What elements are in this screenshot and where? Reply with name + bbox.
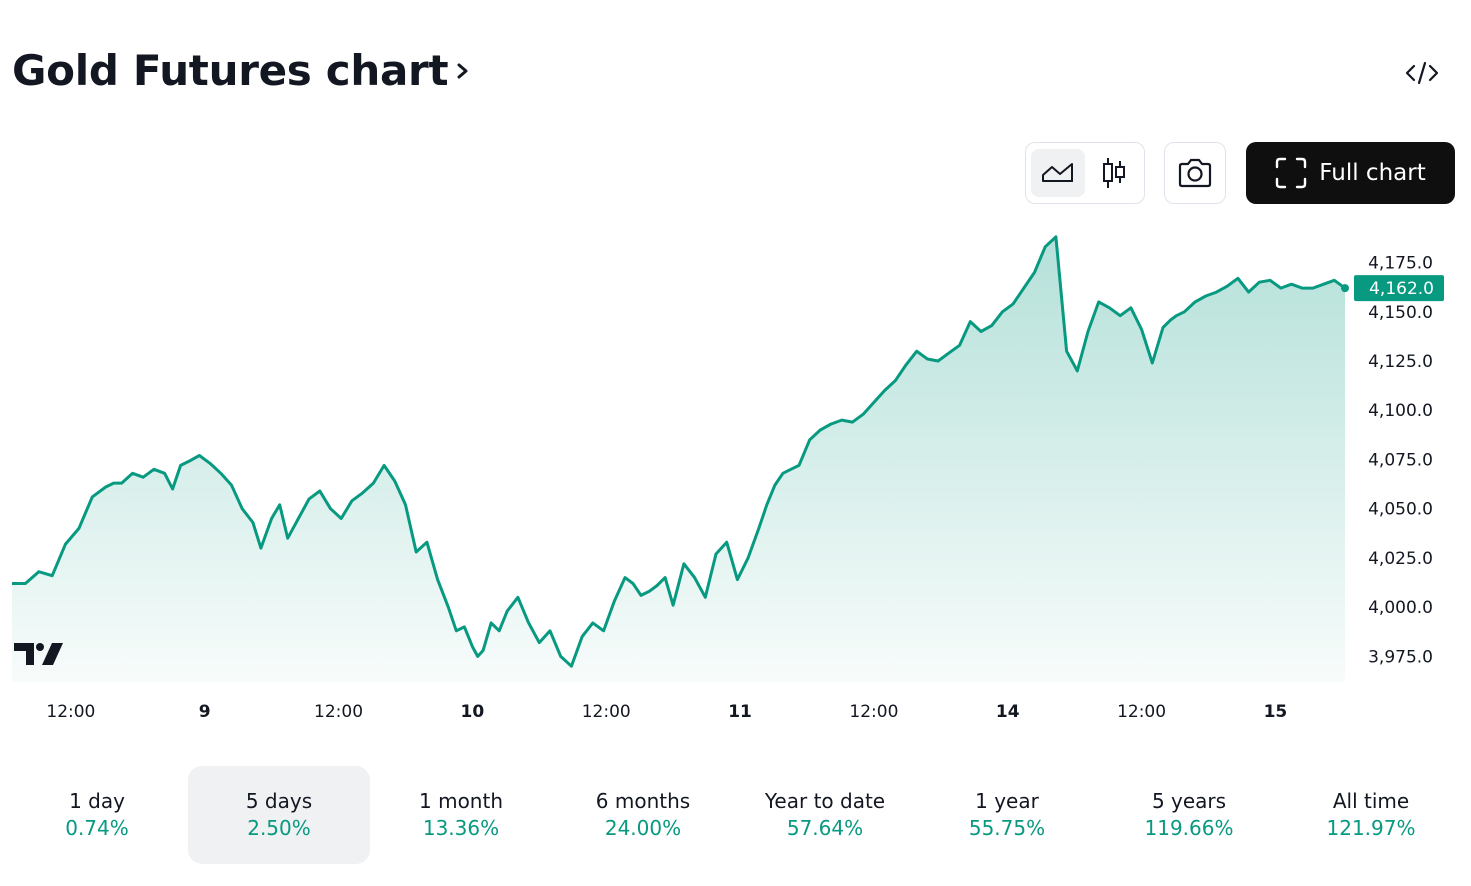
- embed-code-button[interactable]: [1400, 56, 1444, 90]
- x-tick-label: 12:00: [1117, 702, 1166, 722]
- y-tick-label: 4,100.0: [1368, 401, 1433, 421]
- y-tick-label: 4,025.0: [1368, 549, 1433, 569]
- time-range-label: 1 day: [69, 789, 125, 813]
- last-price-tag: 4,162.0: [1354, 275, 1444, 302]
- time-range-label: 6 months: [595, 789, 691, 813]
- price-chart[interactable]: 4,175.0 4,150.0 4,125.0 4,100.0 4,075.0 4,050…: [0, 215, 1471, 735]
- y-tick-label: 4,150.0: [1368, 303, 1433, 323]
- code-icon: [1405, 61, 1439, 85]
- time-range-label: 5 years: [1151, 789, 1227, 813]
- chart-title-link[interactable]: Gold Futures chart: [12, 46, 472, 95]
- area-chart-button[interactable]: [1031, 149, 1085, 197]
- y-axis: 4,175.0 4,150.0 4,125.0 4,100.0 4,075.0 4,050…: [1368, 254, 1433, 668]
- time-range-1-day[interactable]: 1 day 0.74%: [6, 766, 188, 864]
- y-tick-label: 4,050.0: [1368, 500, 1433, 520]
- last-price-dot: [1341, 284, 1349, 293]
- y-tick-label: 4,125.0: [1368, 352, 1433, 372]
- camera-icon: [1178, 158, 1212, 188]
- last-price-label: 4,162.0: [1369, 279, 1434, 299]
- time-range-1-year[interactable]: 1 year 55.75%: [916, 766, 1098, 864]
- time-range-label: 1 month: [419, 789, 503, 813]
- time-range-change: 24.00%: [604, 816, 682, 840]
- x-tick-label: 12:00: [314, 702, 363, 722]
- chevron-right-icon: [457, 63, 468, 78]
- x-tick-label: 14: [996, 702, 1020, 722]
- time-range-all-time[interactable]: All time 121.97%: [1280, 766, 1462, 864]
- time-range-change: 55.75%: [968, 816, 1046, 840]
- x-tick-label: 11: [728, 702, 752, 722]
- x-tick-label: 12:00: [849, 702, 898, 722]
- candlestick-chart-button[interactable]: [1087, 149, 1141, 197]
- time-range-selector: 1 day 0.74% 5 days 2.50% 1 month 13.36% 6 mont…: [6, 766, 1466, 864]
- page-title: Gold Futures chart: [12, 46, 449, 95]
- time-range-change: 0.74%: [65, 816, 129, 840]
- time-range-year-to-date[interactable]: Year to date 57.64%: [734, 766, 916, 864]
- candlestick-icon: [1103, 158, 1125, 188]
- x-axis: 12:00 9 12:00 10 12:00 11 12:00 14 12:00 15: [46, 702, 1287, 722]
- x-tick-label: 15: [1264, 702, 1288, 722]
- price-line: [12, 235, 1346, 668]
- time-range-change: 57.64%: [786, 816, 864, 840]
- price-area-fill: [12, 236, 1345, 682]
- chart-type-switcher: [1025, 142, 1145, 204]
- tradingview-logo: [14, 643, 63, 665]
- last-price-tag-bg: [1354, 275, 1444, 302]
- time-range-change: 119.66%: [1144, 816, 1234, 840]
- time-range-5-days[interactable]: 5 days 2.50%: [188, 766, 370, 864]
- time-range-6-months[interactable]: 6 months 24.00%: [552, 766, 734, 864]
- area-chart-icon: [1042, 163, 1073, 182]
- y-tick-label: 4,075.0: [1368, 450, 1433, 470]
- time-range-5-years[interactable]: 5 years 119.66%: [1098, 766, 1280, 864]
- x-tick-label: 12:00: [46, 702, 95, 722]
- time-range-label: 1 year: [975, 789, 1039, 813]
- time-range-change: 2.50%: [247, 816, 311, 840]
- x-tick-label: 12:00: [582, 702, 631, 722]
- y-tick-label: 4,175.0: [1368, 254, 1433, 274]
- x-tick-label: 10: [461, 702, 485, 722]
- snapshot-button[interactable]: [1164, 142, 1226, 204]
- time-range-change: 121.97%: [1326, 816, 1416, 840]
- time-range-label: Year to date: [764, 789, 886, 813]
- fullscreen-icon: [1276, 157, 1307, 189]
- time-range-1-month[interactable]: 1 month 13.36%: [370, 766, 552, 864]
- time-range-label: All time: [1332, 789, 1410, 813]
- y-tick-label: 4,000.0: [1368, 598, 1433, 618]
- full-chart-label: Full chart: [1319, 160, 1426, 186]
- full-chart-button[interactable]: Full chart: [1246, 142, 1455, 204]
- x-tick-label: 9: [199, 702, 211, 722]
- time-range-change: 13.36%: [422, 816, 500, 840]
- time-range-label: 5 days: [245, 789, 313, 813]
- y-tick-label: 3,975.0: [1368, 647, 1433, 667]
